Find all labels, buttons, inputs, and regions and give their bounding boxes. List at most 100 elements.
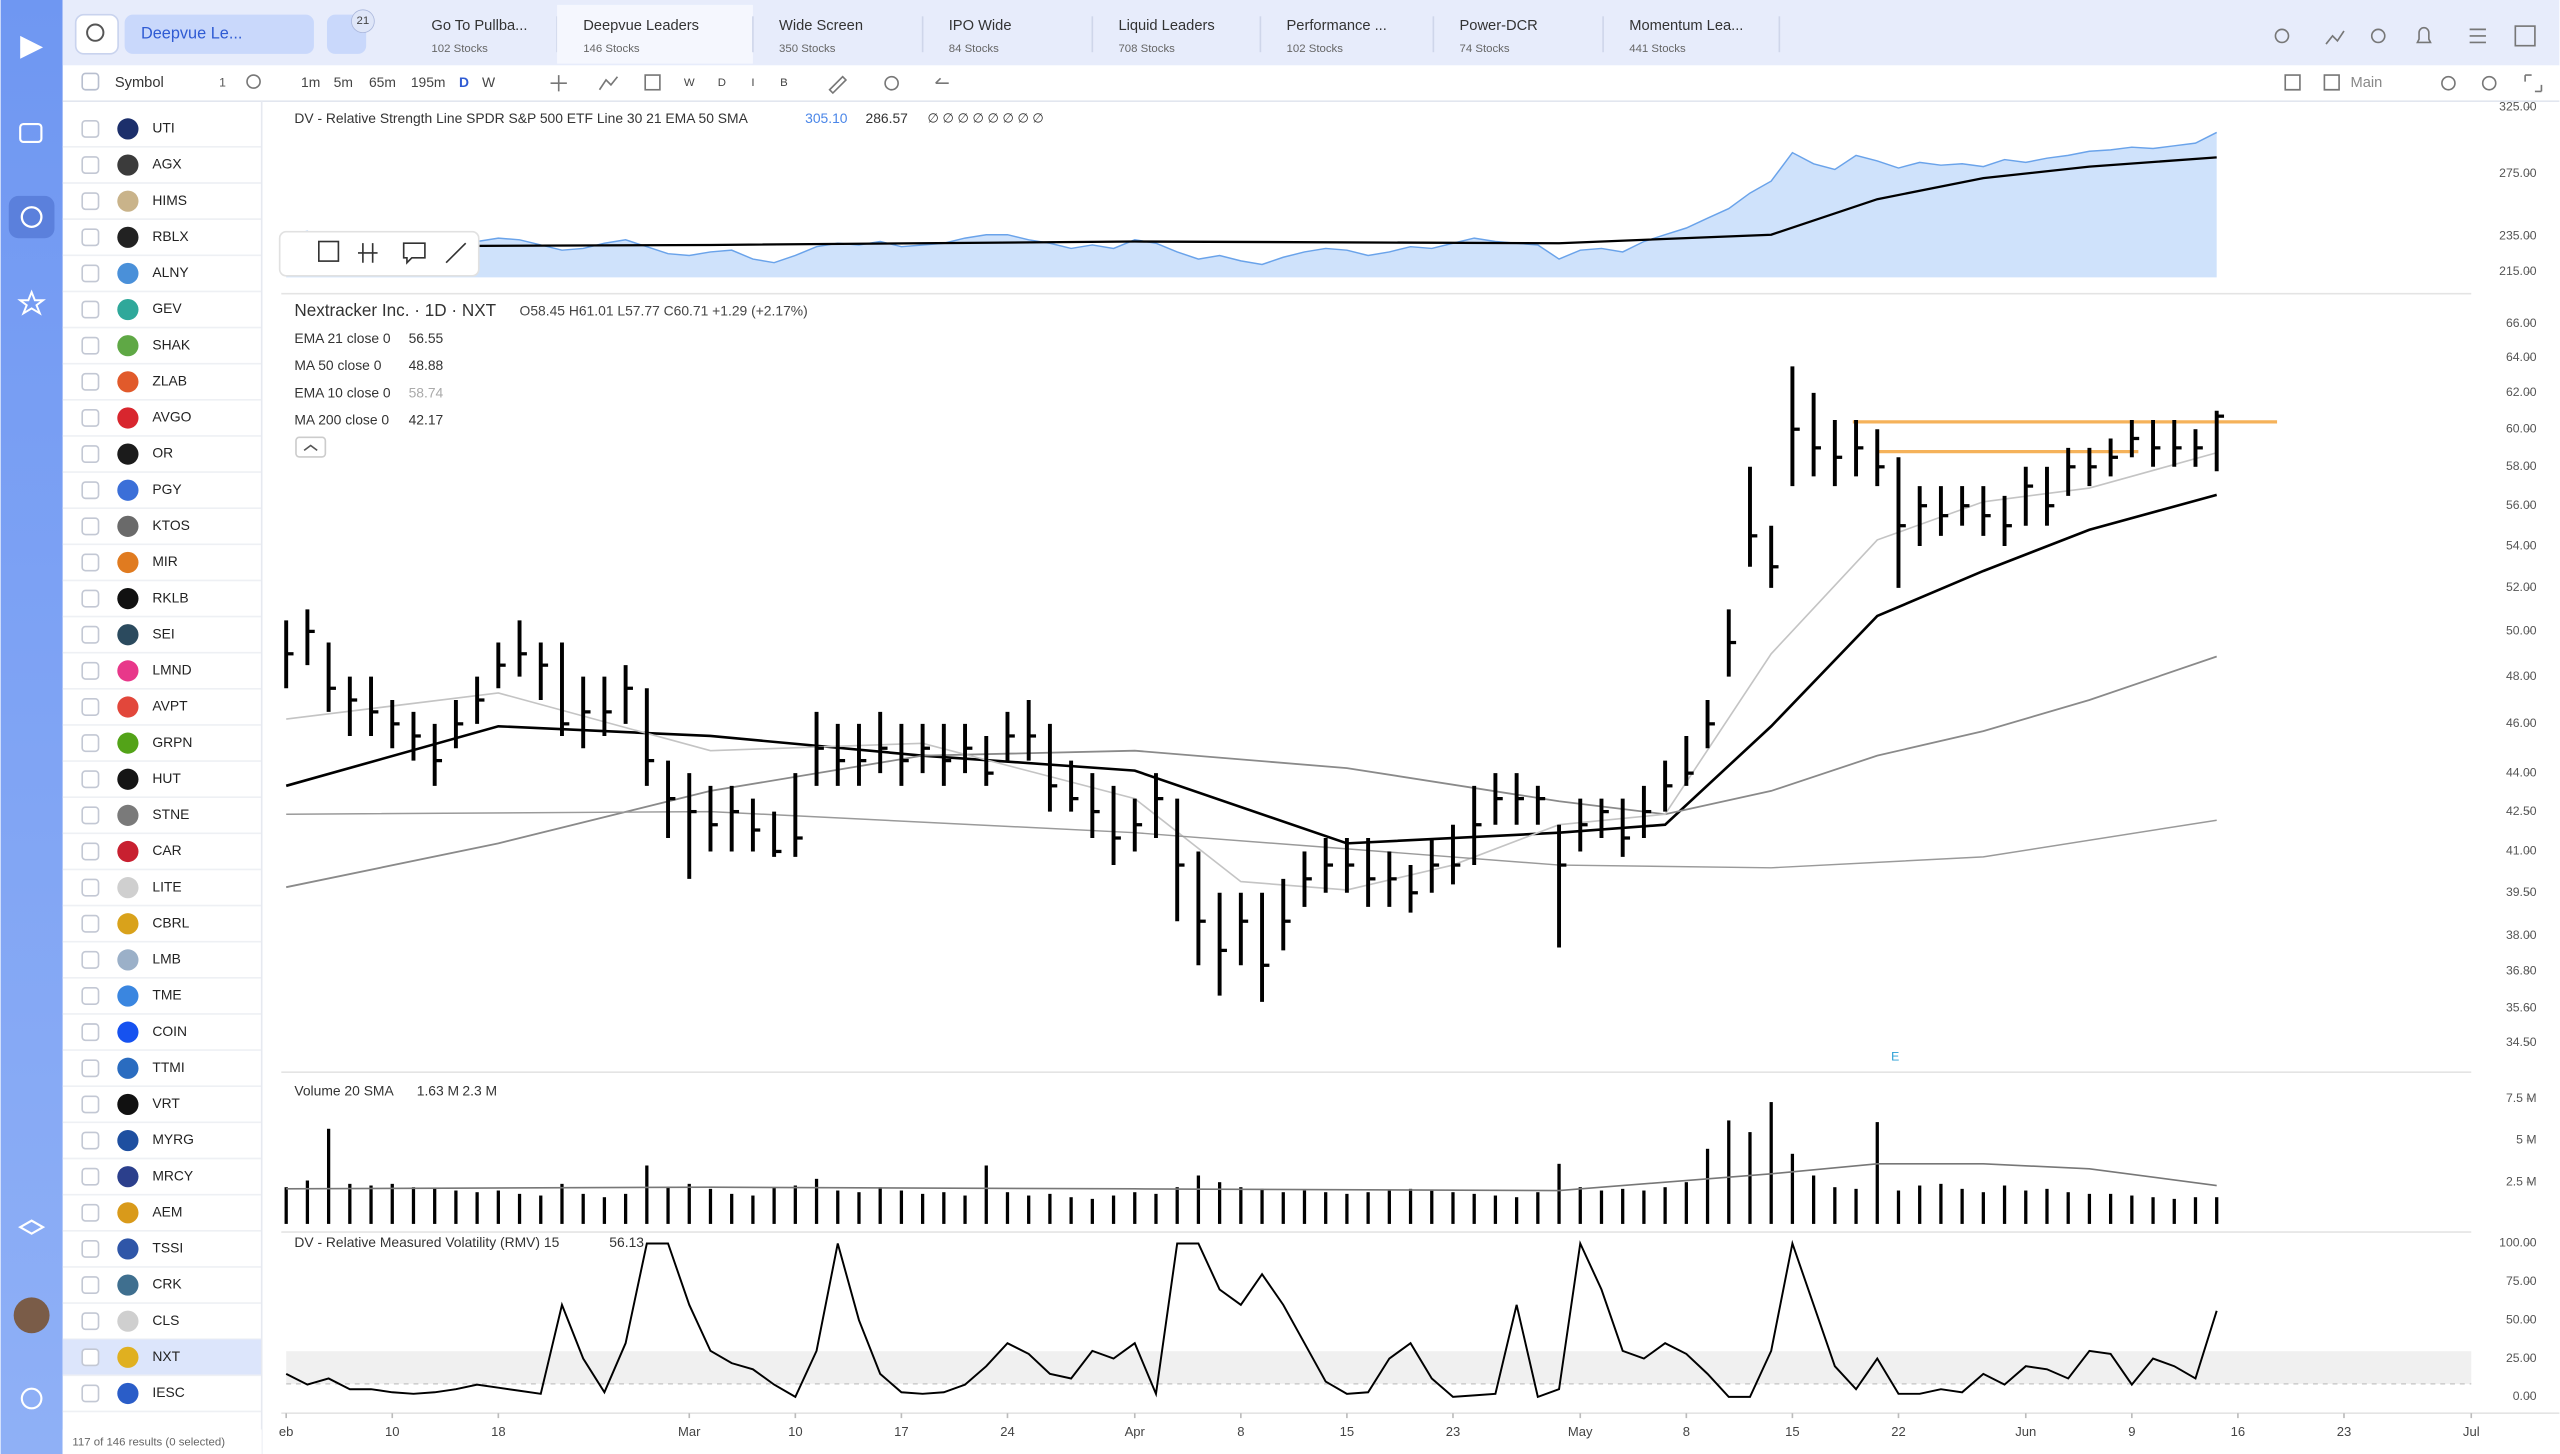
nav-icon[interactable]	[17, 289, 46, 316]
volume-bar	[1493, 1195, 1498, 1224]
row-checkbox[interactable]	[81, 1384, 100, 1403]
select-all-checkbox[interactable]	[81, 72, 100, 91]
eraser-icon[interactable]	[828, 75, 848, 95]
row-checkbox[interactable]	[81, 553, 100, 572]
timeframe[interactable]: 1m	[301, 74, 320, 90]
row-checkbox[interactable]	[81, 517, 100, 536]
row-checkbox[interactable]	[81, 914, 100, 933]
watchlist-dropdown[interactable]	[124, 14, 314, 54]
mode-toggle[interactable]: W	[684, 77, 695, 89]
mode-toggle[interactable]: I	[751, 77, 754, 89]
nav-icon[interactable]	[18, 1219, 46, 1235]
nav-icon[interactable]	[20, 206, 43, 228]
row-checkbox[interactable]	[81, 950, 100, 969]
indicator-icon[interactable]	[598, 76, 619, 91]
row-checkbox[interactable]	[81, 589, 100, 608]
measure-tool[interactable]	[357, 243, 378, 263]
rect-tool[interactable]	[318, 240, 340, 262]
nav-icon[interactable]	[19, 122, 43, 144]
ticker: OR	[152, 445, 173, 461]
ticker: LMB	[152, 951, 180, 967]
row-checkbox[interactable]	[81, 119, 100, 138]
row-checkbox[interactable]	[81, 1023, 100, 1042]
zoom-icon[interactable]	[2441, 75, 2456, 91]
row-checkbox[interactable]	[81, 806, 100, 825]
ticker-logo	[117, 840, 139, 863]
row-checkbox[interactable]	[81, 842, 100, 861]
row-checkbox[interactable]	[81, 1348, 100, 1367]
row-checkbox[interactable]	[81, 661, 100, 680]
row-checkbox[interactable]	[81, 1239, 100, 1258]
row-checkbox[interactable]	[81, 336, 100, 355]
timeframe[interactable]: 5m	[334, 74, 353, 90]
refresh-icon[interactable]	[884, 75, 899, 91]
mode-toggle[interactable]: D	[718, 77, 726, 89]
timeframe[interactable]: W	[482, 74, 496, 90]
row-checkbox[interactable]	[81, 625, 100, 644]
ticker: MRCY	[152, 1167, 193, 1183]
x-tick-label: 10	[788, 1424, 803, 1439]
row-checkbox[interactable]	[81, 481, 100, 500]
row-checkbox[interactable]	[81, 770, 100, 789]
row-checkbox[interactable]	[81, 1167, 100, 1186]
row-checkbox[interactable]	[81, 1203, 100, 1222]
rs-readout: 305.10	[805, 110, 848, 126]
panel-icon[interactable]	[2284, 74, 2301, 91]
settings-icon[interactable]	[2481, 75, 2497, 91]
row-checkbox[interactable]	[81, 192, 100, 211]
chart-icon[interactable]	[2325, 30, 2345, 45]
layout-icon[interactable]	[644, 74, 661, 91]
share-icon[interactable]	[2274, 28, 2290, 44]
row-checkbox[interactable]	[81, 1276, 100, 1295]
row-checkbox[interactable]	[81, 372, 100, 391]
x-tick-label: May	[1568, 1424, 1593, 1439]
row-checkbox[interactable]	[81, 987, 100, 1006]
note-tool[interactable]	[402, 242, 426, 265]
row-checkbox[interactable]	[81, 1312, 100, 1331]
row-checkbox[interactable]	[81, 264, 100, 283]
y-tick-label: 38.00	[2506, 928, 2537, 942]
volume-bar	[2130, 1195, 2134, 1224]
row-checkbox[interactable]	[81, 734, 100, 753]
rmv-readout: 56.13	[609, 1234, 644, 1250]
y-tick-label: 215.00	[2499, 264, 2537, 278]
x-tick-label: 15	[1340, 1424, 1355, 1439]
tool-icon[interactable]	[2370, 28, 2386, 44]
row-checkbox[interactable]	[81, 1059, 100, 1078]
ticker: PGY	[152, 481, 181, 497]
volume-bar	[1663, 1187, 1667, 1224]
row-checkbox[interactable]	[81, 878, 100, 897]
alert-icon[interactable]	[2416, 27, 2432, 44]
volume-bar	[305, 1180, 310, 1224]
undo-icon[interactable]	[935, 77, 949, 85]
row-checkbox[interactable]	[81, 156, 100, 175]
volume-bar	[1811, 1175, 1816, 1224]
timeframe[interactable]: D	[459, 74, 469, 90]
collapse-legend[interactable]	[295, 436, 327, 458]
volume-bar	[2045, 1188, 2049, 1224]
layout-select[interactable]: Main	[2351, 75, 2383, 91]
list-icon[interactable]	[2469, 28, 2486, 44]
row-checkbox[interactable]	[81, 1131, 100, 1150]
timeframe[interactable]: 195m	[411, 74, 446, 90]
settings-icon[interactable]	[246, 74, 261, 89]
ticker: IESC	[152, 1384, 184, 1400]
mode-toggle[interactable]: B	[780, 77, 788, 89]
fullscreen-icon[interactable]	[2524, 74, 2543, 93]
crosshair-icon[interactable]	[550, 75, 567, 92]
search-button[interactable]	[74, 13, 119, 55]
timeframe[interactable]: 65m	[369, 74, 396, 90]
volume-bar	[1366, 1192, 1370, 1224]
save-icon[interactable]	[2323, 74, 2340, 91]
row-checkbox[interactable]	[81, 1095, 100, 1114]
row-checkbox[interactable]	[81, 445, 100, 464]
help-icon[interactable]	[20, 1387, 43, 1410]
nav-active[interactable]	[8, 195, 55, 239]
line-tool[interactable]	[445, 242, 467, 264]
grid-icon[interactable]	[2514, 25, 2536, 47]
row-checkbox[interactable]	[81, 408, 100, 427]
row-checkbox[interactable]	[81, 698, 100, 716]
row-checkbox[interactable]	[81, 300, 100, 319]
avatar[interactable]	[13, 1297, 50, 1334]
row-checkbox[interactable]	[81, 228, 100, 247]
